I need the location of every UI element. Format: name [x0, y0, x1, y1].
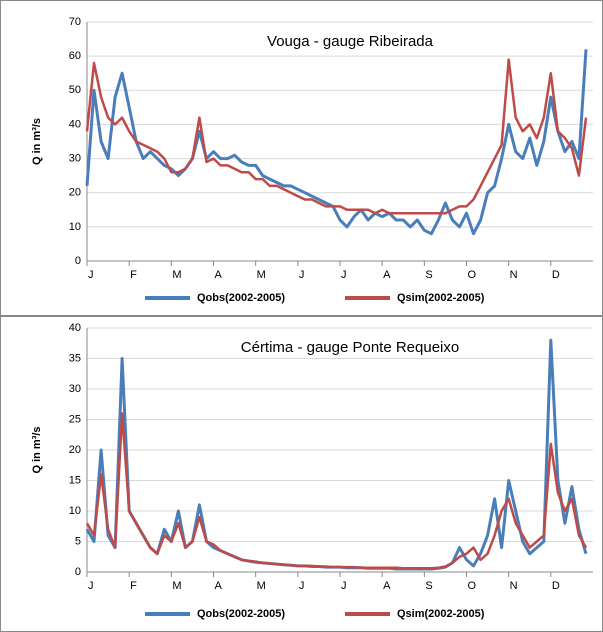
chart-title: Cértima - gauge Ponte Requeixo [241, 339, 459, 356]
x-tick-label: A [383, 269, 391, 281]
x-tick-label: J [299, 269, 305, 281]
x-tick-label: S [425, 580, 432, 592]
chart-title: Vouga - gauge Ribeirada [267, 33, 434, 50]
x-tick-label: S [425, 269, 432, 281]
x-tick-label: M [257, 269, 266, 281]
y-tick-label: 10 [69, 221, 81, 233]
x-tick-label: A [215, 580, 223, 592]
y-tick-label: 60 [69, 50, 81, 62]
y-tick-label: 40 [69, 118, 81, 130]
legend-label: Qsim(2002-2005) [397, 292, 485, 304]
y-tick-label: 30 [69, 383, 81, 395]
x-tick-label: D [552, 269, 560, 281]
x-tick-label: A [215, 269, 223, 281]
y-tick-label: 20 [69, 444, 81, 456]
y-axis-label: Q in m³/s [31, 426, 43, 473]
x-tick-label: F [130, 580, 137, 592]
y-tick-label: 25 [69, 413, 81, 425]
x-tick-label: A [383, 580, 391, 592]
y-tick-label: 40 [69, 322, 81, 334]
data-line [85, 412, 588, 570]
x-tick-label: J [88, 269, 94, 281]
x-tick-label: F [130, 269, 137, 281]
x-tick-label: N [510, 269, 518, 281]
y-tick-label: 0 [75, 255, 81, 267]
x-tick-label: J [299, 580, 305, 592]
legend-label: Qobs(2002-2005) [197, 292, 285, 304]
y-tick-label: 0 [75, 566, 81, 578]
x-tick-label: O [468, 269, 477, 281]
y-tick-label: 5 [75, 535, 81, 547]
x-tick-label: J [341, 580, 347, 592]
x-tick-label: D [552, 580, 560, 592]
y-tick-label: 70 [69, 16, 81, 28]
data-line [85, 58, 588, 215]
y-tick-label: 15 [69, 474, 81, 486]
y-axis-label: Q in m³/s [31, 118, 43, 165]
x-tick-label: N [510, 580, 518, 592]
x-tick-label: O [468, 580, 477, 592]
legend-label: Qsim(2002-2005) [397, 608, 485, 620]
x-tick-label: J [341, 269, 347, 281]
y-tick-label: 30 [69, 152, 81, 164]
y-tick-label: 10 [69, 505, 81, 517]
x-tick-label: M [257, 580, 266, 592]
y-tick-label: 35 [69, 352, 81, 364]
y-tick-label: 20 [69, 187, 81, 199]
x-tick-label: M [172, 269, 181, 281]
y-tick-label: 50 [69, 84, 81, 96]
legend-label: Qobs(2002-2005) [197, 608, 285, 620]
x-tick-label: M [172, 580, 181, 592]
x-tick-label: J [88, 580, 94, 592]
